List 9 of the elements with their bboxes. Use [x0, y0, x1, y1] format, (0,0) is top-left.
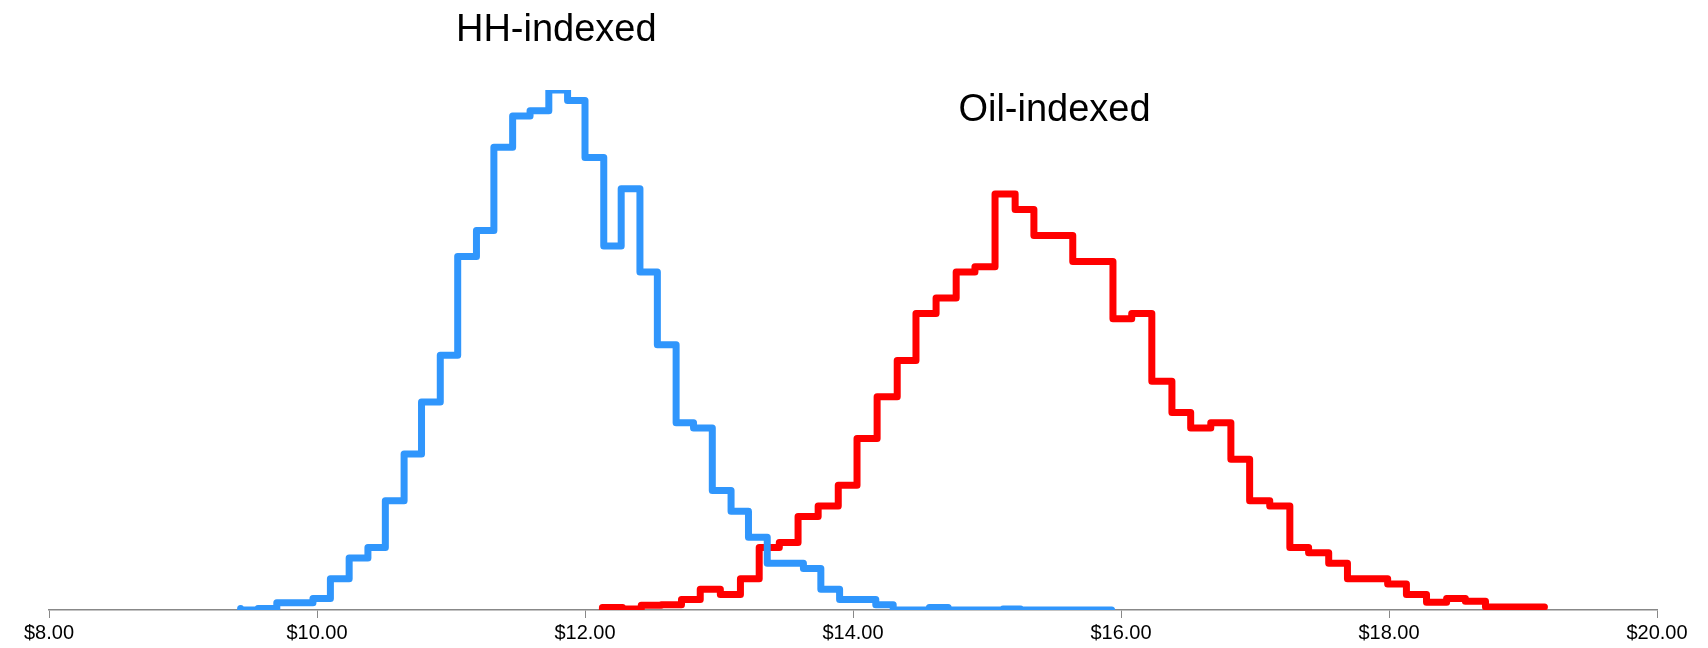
x-tick-label: $14.00	[822, 620, 884, 643]
x-tick-label: $18.00	[1358, 620, 1420, 643]
x-tick-label: $8.00	[23, 620, 75, 643]
series-label: Oil-indexed	[958, 87, 1151, 130]
x-tick-label: $10.00	[286, 620, 348, 643]
series-label: HH-indexed	[455, 7, 657, 50]
x-tick-label: $12.00	[554, 620, 616, 643]
x-tick-label: $20.00	[1626, 620, 1688, 643]
x-tick-label: $16.00	[1090, 620, 1152, 643]
